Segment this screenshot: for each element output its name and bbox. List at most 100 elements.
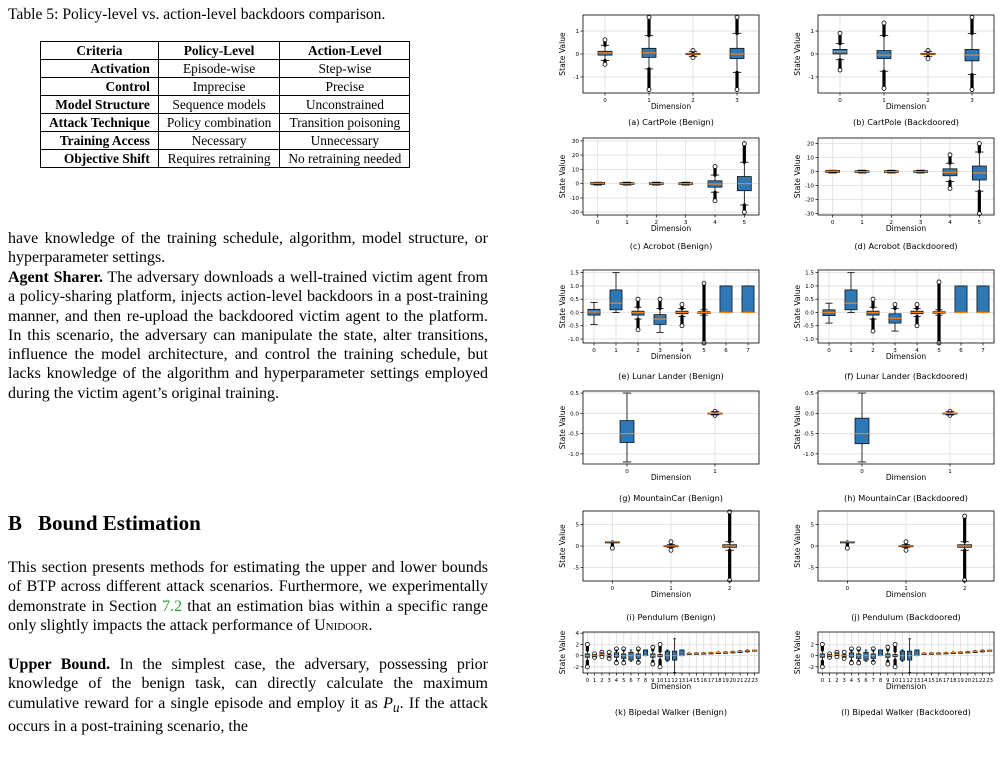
- x-tick-label: 4: [713, 220, 717, 226]
- y-tick-label: 20: [572, 153, 580, 159]
- y-tick-label: 0.5: [805, 391, 814, 397]
- outlier-point: [741, 141, 747, 147]
- x-axis-label: Dimension: [651, 102, 692, 111]
- y-tick-label: 2: [810, 642, 814, 648]
- box-0: [604, 540, 620, 551]
- x-tick-label: 2: [636, 348, 640, 354]
- box-1: [707, 408, 723, 418]
- box-0: [584, 641, 590, 670]
- criteria-cell: Training Access: [40, 131, 159, 150]
- y-axis-label: State Value: [793, 154, 802, 198]
- x-tick-label: 14: [921, 678, 928, 684]
- x-tick-label: 15: [928, 678, 935, 684]
- outlier-point: [892, 664, 898, 670]
- box-5: [736, 141, 752, 215]
- box-11: [899, 649, 905, 662]
- box-14: [921, 652, 927, 655]
- box-body: [866, 310, 880, 316]
- action-cell: Transition poisoning: [279, 113, 411, 132]
- x-axis-label: Dimension: [886, 102, 927, 111]
- outlier-point: [701, 280, 707, 286]
- x-tick-label: 10: [657, 678, 664, 684]
- box-6: [719, 285, 733, 314]
- x-tick-label: 6: [724, 348, 728, 354]
- box-1: [844, 272, 858, 313]
- section-link[interactable]: 7.2: [162, 597, 183, 615]
- outlier-point: [679, 323, 685, 329]
- action-cell: Unnecessary: [279, 131, 411, 150]
- outlier-point: [712, 198, 718, 204]
- box-13: [679, 649, 685, 657]
- box-14: [686, 652, 692, 655]
- subplot-caption: (e) Lunar Lander (Benign): [618, 371, 724, 381]
- outlier-point: [609, 545, 615, 551]
- box-19: [958, 651, 964, 654]
- outlier-point: [903, 547, 909, 553]
- box-0: [854, 392, 870, 463]
- x-tick-label: 5: [743, 220, 747, 226]
- box-2: [685, 48, 701, 60]
- box-6: [628, 649, 634, 662]
- box-17: [708, 651, 714, 655]
- x-tick-label: 6: [959, 348, 963, 354]
- run-in-heading: Agent Sharer.: [8, 269, 103, 286]
- y-tick-label: 2: [575, 642, 579, 648]
- x-tick-label: 23: [751, 678, 758, 684]
- table-row: Control Imprecise Precise: [40, 77, 411, 96]
- x-tick-label: 0: [838, 98, 842, 104]
- math-subscript: u: [392, 699, 400, 715]
- paragraph-text: .: [368, 616, 373, 634]
- x-axis-label: Dimension: [886, 590, 927, 599]
- box-17: [943, 651, 949, 655]
- y-axis-label: State Value: [793, 32, 802, 76]
- x-tick-label: 17: [708, 678, 715, 684]
- outlier-point: [976, 141, 982, 147]
- box-2: [920, 48, 936, 61]
- outlier-point: [819, 664, 825, 670]
- box-0: [819, 641, 825, 670]
- outlier-point: [602, 37, 608, 43]
- paragraph-text: have knowledge of the training schedule,…: [8, 230, 488, 267]
- outlier-point: [657, 664, 663, 670]
- x-tick-label: 18: [950, 678, 957, 684]
- box-5: [932, 279, 946, 346]
- y-tick-label: 1.0: [805, 284, 814, 290]
- outlier-point: [892, 302, 898, 307]
- outlier-point: [657, 641, 663, 647]
- box-body: [976, 285, 990, 313]
- box-0: [822, 302, 836, 324]
- outlier-point: [734, 87, 740, 92]
- box-1: [942, 408, 958, 418]
- chart-panel: 0 1 2 3 4 5 -30 -20 -10 0 10 20 Dimension State Value…: [793, 137, 995, 251]
- chart-panel: 0 1 -1.0 -0.5 0.0 0.5 Dimension State Value (g) …: [558, 390, 760, 503]
- paragraph-bound-intro: This section presents methods for estima…: [8, 558, 488, 635]
- outlier-point: [668, 539, 674, 545]
- outlier-point: [712, 164, 718, 169]
- x-tick-label: 18: [715, 678, 722, 684]
- x-tick-label: 2: [963, 586, 967, 592]
- box-2: [722, 509, 738, 583]
- y-tick-label: 0.5: [570, 391, 579, 397]
- box-4: [613, 646, 619, 666]
- outlier-point: [584, 641, 590, 647]
- x-tick-label: 2: [871, 348, 875, 354]
- x-tick-label: 22: [744, 678, 751, 684]
- table-row: Activation Episode-wise Step-wise: [40, 59, 411, 78]
- x-tick-label: 0: [827, 348, 831, 354]
- outlier-point: [679, 302, 685, 307]
- plot-frame: [817, 631, 995, 674]
- x-axis-label: Dimension: [886, 473, 927, 482]
- box-1: [592, 651, 598, 660]
- criteria-cell: Model Structure: [40, 95, 159, 114]
- outlier-point: [885, 644, 891, 650]
- outlier-point: [969, 14, 975, 20]
- y-tick-label: 1.5: [805, 271, 814, 277]
- x-tick-label: 2: [691, 98, 695, 104]
- x-tick-label: 2: [728, 586, 732, 592]
- y-tick-label: 0: [575, 654, 579, 660]
- outlier-point: [892, 641, 898, 647]
- x-tick-label: 1: [647, 98, 651, 104]
- action-cell: Step-wise: [279, 59, 411, 78]
- table-row: Objective Shift Requires retraining No ret…: [40, 149, 411, 168]
- x-axis-label: Dimension: [886, 352, 927, 361]
